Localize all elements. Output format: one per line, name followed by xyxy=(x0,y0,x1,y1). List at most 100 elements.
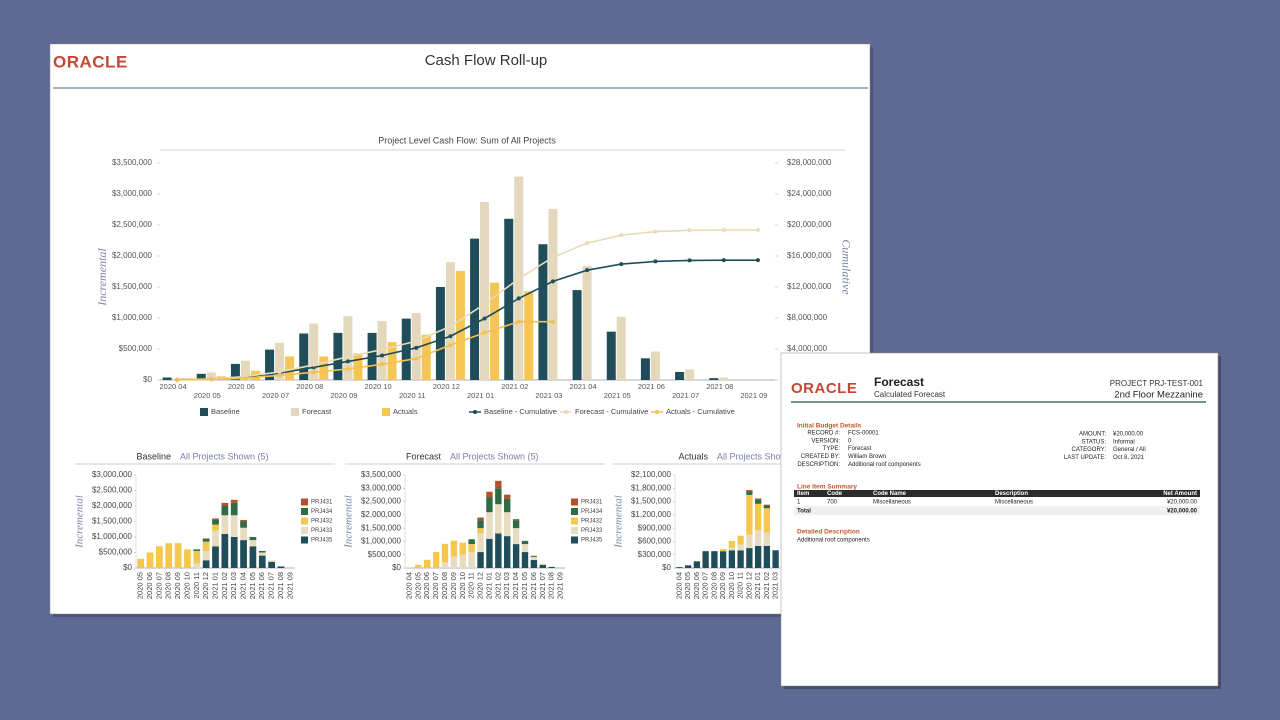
legend-label: PRJ432 xyxy=(311,519,333,525)
line-marker xyxy=(516,319,521,324)
legend-swatch xyxy=(382,408,390,416)
field-label: LAST UPDATE: xyxy=(1064,455,1106,461)
table-total-value: ¥20,000.00 xyxy=(1167,509,1198,515)
line-marker xyxy=(448,334,453,339)
legend-label: Forecast - Cumulative xyxy=(575,407,648,416)
stacked-segment xyxy=(737,535,744,545)
y-tick-label: $1,500,000 xyxy=(361,523,402,532)
legend-swatch xyxy=(571,498,578,506)
table-cell: ¥20,000.00 xyxy=(1167,500,1198,506)
y-axis-title: Incremental xyxy=(613,495,625,549)
y-tick-label: $2,500,000 xyxy=(92,486,133,495)
x-tick-label: 2021 03 xyxy=(229,572,238,599)
stacked-segment xyxy=(249,546,257,568)
stacked-segment xyxy=(728,540,736,548)
x-tick-label: 2020 05 xyxy=(683,572,692,599)
stacked-segment xyxy=(746,491,753,495)
x-tick-label: 2020 07 xyxy=(154,572,163,599)
line-marker xyxy=(721,258,726,263)
bar xyxy=(572,290,582,380)
y-tick-label: $0 xyxy=(392,563,401,572)
y-tick-label: $0 xyxy=(143,375,152,384)
chart-title: Project Level Cash Flow: Sum of All Proj… xyxy=(378,135,556,145)
stacked-segment xyxy=(477,552,484,568)
bar xyxy=(353,353,363,380)
x-tick-label: 2021 02 xyxy=(501,382,528,391)
stacked-segment xyxy=(504,498,511,513)
line-marker xyxy=(380,353,385,358)
y-tick-label: $3,000,000 xyxy=(92,470,133,479)
stacked-segment xyxy=(763,532,771,546)
charts: Project Level Cash Flow: Sum of All Proj… xyxy=(74,135,870,599)
bar xyxy=(333,332,343,380)
field-value: ¥20,000.00 xyxy=(1113,432,1144,438)
section-heading: Detailed Description xyxy=(797,529,860,536)
stacked-segment xyxy=(737,550,744,568)
x-tick-label: 2021 08 xyxy=(547,572,556,599)
legend-label: PRJ432 xyxy=(581,519,603,525)
field-label: STATUS: xyxy=(1082,439,1107,445)
stacked-segment xyxy=(441,543,449,563)
x-tick-label: 2020 11 xyxy=(192,572,201,599)
table-cell: Miscellaneous xyxy=(995,500,1033,506)
line-marker xyxy=(380,347,385,352)
field-value: Additional roof components xyxy=(848,462,921,468)
y-axis-title: Incremental xyxy=(74,495,86,549)
stacked-segment xyxy=(165,543,173,568)
x-tick-label: 2020 08 xyxy=(164,572,173,599)
stacked-segment xyxy=(240,519,247,522)
table-total-label: Total xyxy=(797,509,811,515)
x-tick-label: 2020 06 xyxy=(228,382,255,391)
x-tick-label: 2021 01 xyxy=(467,391,494,400)
line-marker xyxy=(619,262,624,267)
doc-subtitle: Calculated Forecast xyxy=(874,390,946,399)
stacked-segment xyxy=(763,505,771,509)
line-marker xyxy=(482,330,487,335)
x-tick-label: 2020 09 xyxy=(449,572,458,599)
x-tick-label: 2021 04 xyxy=(570,382,597,391)
field-label: CATEGORY: xyxy=(1072,447,1107,453)
field-value: William Brown xyxy=(848,454,886,460)
stacked-segment xyxy=(521,540,529,545)
oracle-logo: ORACLE xyxy=(791,380,857,397)
stacked-bar-chart: Baseline All Projects Shown (5) $0 $500,000… xyxy=(74,451,335,599)
line-marker xyxy=(653,229,658,234)
section-heading: Initial Budget Details xyxy=(797,423,862,430)
line-marker xyxy=(482,302,487,307)
forecast-report: ORACLE Forecast Calculated Forecast PROJ… xyxy=(780,352,1221,689)
chart-title: Forecast xyxy=(406,451,442,461)
bar xyxy=(285,356,295,380)
stacked-segment xyxy=(684,565,692,568)
line-marker xyxy=(721,227,726,232)
stacked-segment xyxy=(240,521,247,528)
line-marker xyxy=(345,354,350,359)
stacked-segment xyxy=(174,543,182,568)
x-tick-label: 2020 08 xyxy=(440,572,449,599)
line-marker xyxy=(550,255,555,260)
x-tick-label: 2020 09 xyxy=(173,572,182,599)
y-tick-label: $1,000,000 xyxy=(92,532,133,541)
bar xyxy=(162,377,172,380)
stacked-segment xyxy=(230,499,238,503)
bar xyxy=(470,238,480,380)
x-tick-label: 2021 02 xyxy=(220,572,229,599)
stacked-segment xyxy=(468,552,475,568)
stacked-segment xyxy=(512,528,520,545)
x-tick-label: 2021 03 xyxy=(535,391,562,400)
stacked-segment xyxy=(268,560,275,562)
stacked-segment xyxy=(676,567,683,568)
legend-swatch xyxy=(571,508,578,515)
bar xyxy=(640,358,650,380)
stacked-segment xyxy=(477,517,484,521)
stacked-segment xyxy=(495,488,502,505)
stacked-bar-chart: Forecast All Projects Shown (5) $0 $500,000… xyxy=(343,451,605,599)
y2-tick-label: $24,000,000 xyxy=(787,189,832,198)
line-marker xyxy=(755,258,760,263)
x-tick-label: 2020 11 xyxy=(467,572,476,599)
x-tick-label: 2020 04 xyxy=(674,572,683,599)
x-tick-label: 2021 08 xyxy=(276,572,285,599)
y2-axis-title: Cumulative xyxy=(839,239,853,295)
stacked-segment xyxy=(268,561,275,568)
stacked-segment xyxy=(230,515,238,537)
